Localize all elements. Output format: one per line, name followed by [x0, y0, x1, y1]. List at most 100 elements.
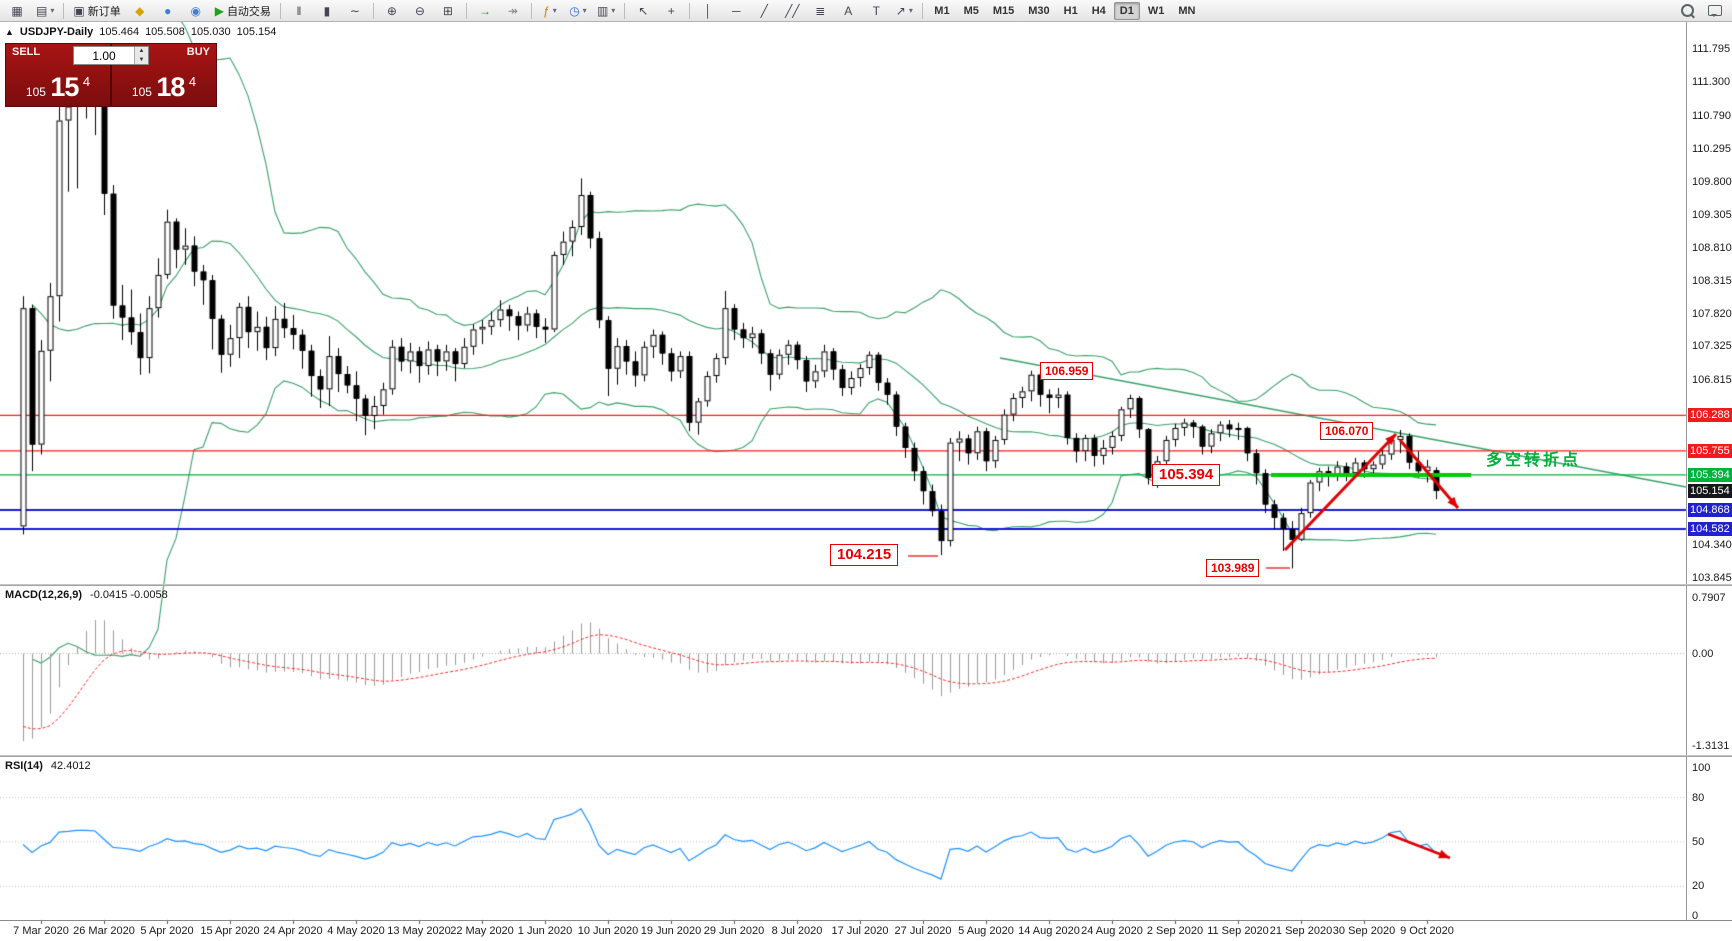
rsi-indicator-label: RSI(14) 42.4012 — [5, 760, 91, 772]
buy-price-big: 18 — [156, 72, 185, 102]
profiles-icon[interactable]: ▤ ▾ — [32, 1, 58, 21]
chevron-down-icon: ▾ — [611, 6, 616, 15]
chat-icon[interactable] — [1702, 1, 1728, 21]
ohlc-open: 105.464 — [99, 26, 140, 38]
buy-label: BUY — [186, 46, 210, 58]
price-tick-label: 106.815 — [1692, 374, 1732, 387]
zoom-in-icon: ⊕ — [386, 3, 397, 18]
price-tag-104.868: 104.868 — [1688, 502, 1732, 517]
cursor-icon[interactable]: ↖ — [630, 1, 656, 21]
sell-label: SELL — [12, 46, 41, 58]
templates-icon[interactable]: ▥ ▾ — [593, 1, 619, 21]
text-label-icon[interactable]: T — [863, 1, 889, 21]
zoom-out-icon[interactable]: ⊖ — [407, 1, 433, 21]
text-icon[interactable]: A — [835, 1, 861, 21]
price-annotation-106.959[interactable]: 106.959 — [1040, 362, 1094, 380]
auto-scroll-icon[interactable]: → — [472, 1, 498, 21]
ohlc-low: 105.030 — [190, 26, 231, 38]
fibonacci-icon: ≣ — [815, 3, 826, 18]
line-chart-icon[interactable]: ∼ — [342, 1, 368, 21]
macd-name: MACD(12,26,9) — [5, 589, 83, 601]
timeframe-M5[interactable]: M5 — [963, 4, 979, 17]
vertical-line-icon[interactable]: │ — [695, 1, 721, 21]
price-tag-105.154: 105.154 — [1688, 483, 1732, 498]
collapse-panel-icon[interactable]: ▲ — [5, 27, 14, 37]
timeframe-MN[interactable]: MN — [1178, 4, 1196, 17]
timeframe-M15[interactable]: M15 — [992, 4, 1015, 17]
price-annotation-103.989[interactable]: 103.989 — [1206, 559, 1260, 577]
timeframe-M30[interactable]: M30 — [1028, 4, 1050, 17]
vertical-line-icon: │ — [704, 3, 713, 18]
date-label: 7 Mar 2020 — [13, 925, 69, 937]
volume-down-button[interactable]: ▼ — [135, 55, 148, 64]
tile-windows-icon: ⊞ — [442, 3, 453, 18]
buy-button[interactable]: BUY 105 18 4 — [112, 44, 216, 106]
new-order-button[interactable]: ▣ 新订单 — [69, 1, 124, 21]
trendline-icon[interactable]: ╱ — [751, 1, 777, 21]
date-label: 30 Sep 2020 — [1332, 925, 1396, 937]
bar-chart-icon: ‖ — [296, 3, 302, 18]
chart-shift-icon: ↠ — [507, 3, 518, 18]
date-label: 2 Sep 2020 — [1146, 925, 1204, 937]
date-label: 19 Jun 2020 — [640, 925, 702, 937]
chat-icon — [1708, 5, 1722, 17]
panel-separator[interactable] — [0, 755, 1732, 757]
arrows-icon[interactable]: ↗ ▾ — [891, 1, 917, 21]
scripts-icon[interactable]: ◉ — [183, 1, 209, 21]
price-tick-label: 107.820 — [1692, 307, 1732, 320]
macd-scale-label: 0.00 — [1692, 647, 1714, 660]
price-tick-label: 103.845 — [1692, 572, 1732, 584]
fibonacci-icon[interactable]: ≣ — [807, 1, 833, 21]
buy-price: 105 18 4 — [112, 72, 216, 103]
metaeditor-icon[interactable]: ● — [155, 1, 181, 21]
bar-chart-icon[interactable]: ‖ — [286, 1, 312, 21]
symbol-search-icon[interactable] — [1674, 1, 1700, 21]
price-tag-104.582: 104.582 — [1688, 521, 1732, 536]
price-annotation-104.215[interactable]: 104.215 — [830, 544, 899, 566]
timeframe-W1[interactable]: W1 — [1147, 4, 1165, 17]
time-axis-line — [0, 920, 1732, 921]
expert-advisors-icon[interactable]: ◆ — [127, 1, 153, 21]
zoom-in-icon[interactable]: ⊕ — [379, 1, 405, 21]
sell-button[interactable]: SELL 105 15 4 — [6, 44, 110, 106]
price-tick-label: 111.300 — [1692, 75, 1731, 88]
volume-input[interactable] — [74, 47, 134, 64]
templates-icon: ▥ — [596, 3, 609, 18]
price-annotation-106.070[interactable]: 106.070 — [1320, 422, 1374, 440]
expert-advisors-icon: ◆ — [135, 3, 145, 18]
date-label: 24 Aug 2020 — [1081, 925, 1143, 937]
rsi-scale-label: 100 — [1692, 762, 1711, 774]
timeframe-M1[interactable]: M1 — [934, 4, 950, 17]
metaeditor-icon: ● — [164, 3, 172, 18]
timeframe-H4[interactable]: H4 — [1091, 4, 1106, 17]
profiles-icon: ▤ — [36, 3, 48, 18]
date-label: 4 May 2020 — [327, 925, 385, 937]
volume-up-button[interactable]: ▲ — [135, 47, 148, 56]
chart-note-text[interactable]: 多空转折点 — [1486, 452, 1582, 469]
horizontal-line-icon[interactable]: ─ — [723, 1, 749, 21]
crosshair-icon[interactable]: + — [658, 1, 684, 21]
price-annotation-105.394[interactable]: 105.394 — [1152, 464, 1221, 486]
chart-shift-icon[interactable]: ↠ — [500, 1, 526, 21]
tile-windows-icon[interactable]: ⊞ — [435, 1, 461, 21]
price-tag-105.394: 105.394 — [1688, 467, 1732, 482]
timeframe-H1[interactable]: H1 — [1063, 4, 1078, 17]
price-tick-label: 104.340 — [1692, 539, 1732, 552]
price-tag-105.755: 105.755 — [1688, 443, 1732, 458]
periods-icon[interactable]: ◷ ▾ — [565, 1, 591, 21]
channel-icon[interactable]: ╱╱ — [779, 1, 805, 21]
price-tick-label: 108.810 — [1692, 241, 1732, 254]
indicators-icon[interactable]: ƒ ▾ — [537, 1, 563, 21]
panel-separator[interactable] — [0, 584, 1732, 586]
new-chart-icon[interactable]: ▦ — [4, 1, 30, 21]
candlestick-chart-icon[interactable]: ▮ — [314, 1, 340, 21]
date-label: 1 Jun 2020 — [517, 925, 573, 937]
timeframe-D1[interactable]: D1 — [1113, 1, 1140, 20]
price-tick-label: 107.325 — [1692, 340, 1732, 353]
chevron-down-icon: ▾ — [908, 6, 913, 15]
macd-scale-label: 0.7907 — [1692, 592, 1726, 604]
rsi-scale-label: 50 — [1692, 836, 1705, 848]
autotrading-button[interactable]: ▶ 自动交易 — [211, 1, 275, 21]
price-scale-border — [1686, 22, 1687, 921]
